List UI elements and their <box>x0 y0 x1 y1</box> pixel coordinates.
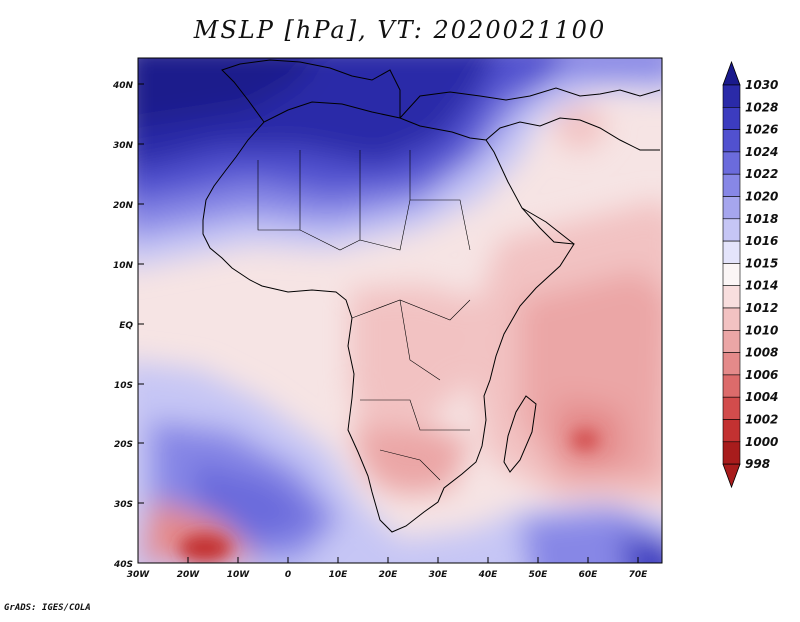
colorbar-level-label: 1002 <box>745 413 778 427</box>
lon-tick-label: 30E <box>429 570 449 580</box>
lon-tick-label: 50E <box>529 570 549 580</box>
lon-tick-label: 20E <box>379 570 399 580</box>
colorbar-bin <box>722 173 741 197</box>
colorbar-level-label: 1026 <box>745 123 778 137</box>
colorbar-bin <box>722 107 741 130</box>
colorbar-bin <box>722 441 741 465</box>
lat-tick-label: 30N <box>113 141 134 151</box>
colorbar-bin <box>722 285 741 309</box>
colorbar-bin <box>722 374 741 398</box>
coastlines <box>202 59 661 533</box>
lon-tick-label: 70E <box>629 570 649 580</box>
colorbar-bin <box>722 84 741 108</box>
colorbar-level-label: 1030 <box>745 78 778 92</box>
map-frame <box>137 57 663 564</box>
colorbar-level-label: 1018 <box>745 212 778 226</box>
lat-tick-label: 40S <box>113 560 133 570</box>
colorbar-bin <box>722 307 741 331</box>
colorbar-level-label: 998 <box>745 457 770 471</box>
colorbar-bin <box>722 218 741 242</box>
colorbar-bin <box>722 151 741 175</box>
lat-tick-label: 40N <box>112 81 134 91</box>
grads-credit: GrADS: IGES/COLA <box>4 603 91 613</box>
colorbar-level-label: 1012 <box>745 301 778 315</box>
lat-tick-label: EQ <box>119 321 133 331</box>
lon-tick-label: 20W <box>177 570 201 580</box>
lon-tick-label: 10E <box>329 570 349 580</box>
colorbar-level-label: 1004 <box>745 390 778 404</box>
lon-tick-label: 0 <box>285 570 291 580</box>
lat-tick-label: 30S <box>114 500 133 510</box>
colorbar-level-label: 1028 <box>745 100 778 114</box>
lat-tick-label: 20N <box>113 201 134 211</box>
colorbar-bin <box>722 329 741 353</box>
lon-tick-label: 10W <box>227 570 251 580</box>
latitude-axis: 40N 30N 20N 10N EQ 10S 20S 30S 40S <box>112 81 144 570</box>
lat-tick-label: 10S <box>114 381 133 391</box>
colorbar-bin <box>722 263 741 286</box>
colorbar-bin <box>722 129 741 153</box>
colorbar-bin <box>722 396 741 420</box>
colorbar-level-label: 1008 <box>745 346 778 360</box>
longitude-axis: 30W 20W 10W 0 10E 20E 30E 40E 50E 60E 70… <box>127 557 648 580</box>
colorbar-bin <box>722 352 741 376</box>
colorbar-level-label: 1016 <box>745 234 778 248</box>
colorbar-bottom-arrow <box>722 463 741 489</box>
colorbar-top-arrow <box>722 60 741 86</box>
colorbar-level-label: 1024 <box>745 145 778 159</box>
lon-tick-label: 40E <box>478 570 499 580</box>
lon-tick-label: 60E <box>579 570 599 580</box>
colorbar-legend: 1030 1028 1026 1024 1022 1020 1018 1016 1015 1014… <box>722 60 778 489</box>
colorbar-bin <box>722 196 741 220</box>
lon-tick-label: 30W <box>127 570 151 580</box>
colorbar-level-label: 1010 <box>745 323 778 337</box>
country-borders <box>257 150 471 481</box>
colorbar-bin <box>722 240 741 264</box>
colorbar-level-label: 1000 <box>745 435 778 449</box>
colorbar-bin <box>722 419 741 443</box>
lat-tick-label: 20S <box>114 440 133 450</box>
lat-tick-label: 10N <box>113 261 134 271</box>
pressure-field <box>138 58 662 563</box>
colorbar-level-label: 1022 <box>745 167 778 181</box>
colorbar-level-label: 1014 <box>745 279 778 293</box>
colorbar-level-label: 1020 <box>745 190 778 204</box>
colorbar-level-label: 1006 <box>745 368 778 382</box>
plot-title: MSLP [hPa], VT: 2020021100 <box>193 16 607 44</box>
colorbar-level-label: 1015 <box>745 256 778 270</box>
